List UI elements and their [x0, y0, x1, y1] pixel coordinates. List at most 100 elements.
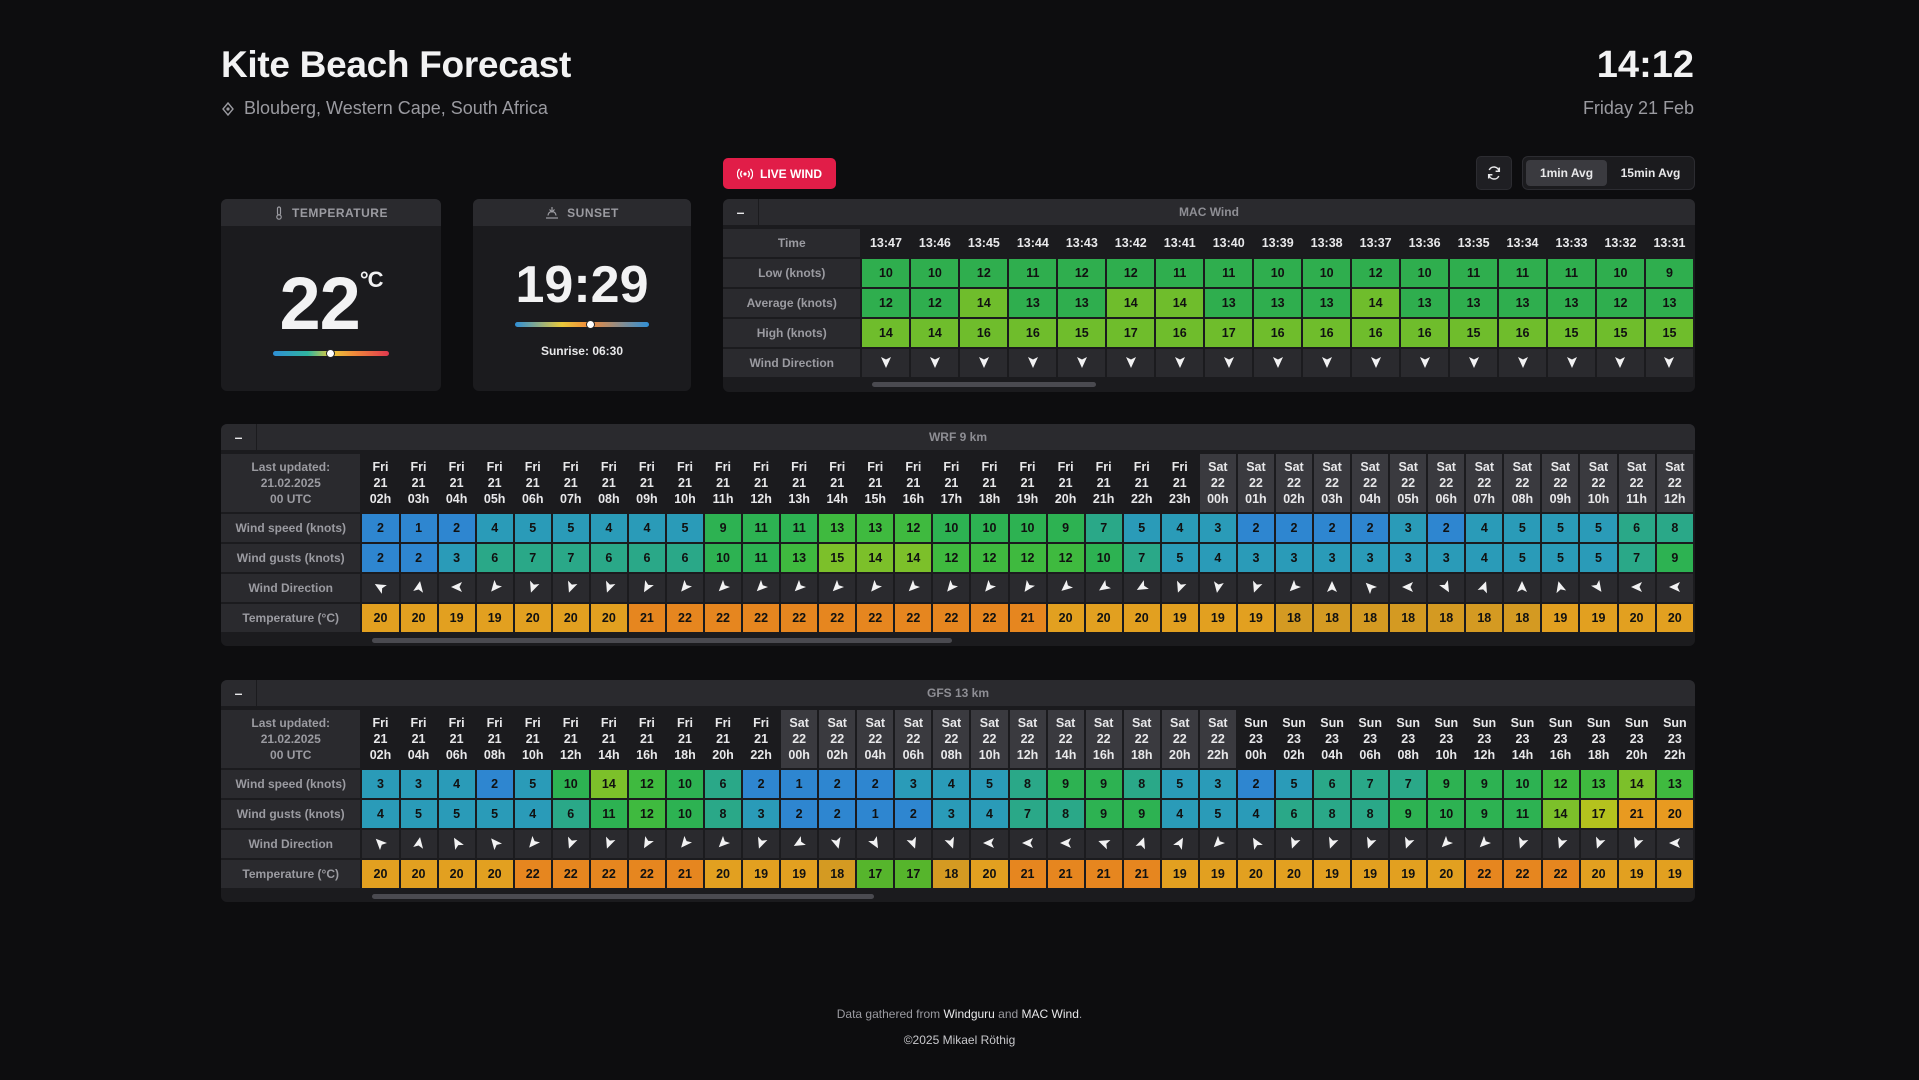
wind-arrow-icon — [1668, 837, 1680, 848]
temperature-cell: 19 — [781, 860, 818, 888]
wind-cell: 13 — [1401, 289, 1449, 317]
header-line: 22 — [830, 732, 845, 746]
table-row: Average (knots) 12 12 14 13 13 14 14 13 13 13 14 13 1… — [723, 289, 1693, 317]
header-line: 05h — [1397, 492, 1419, 506]
time-column-header: Sun 23 04h — [1314, 710, 1351, 768]
wind-arrow-icon — [1176, 580, 1187, 593]
gfs-table: Last updated: 21.02.2025 00 UTC Fri 21 02h Fri… — [221, 708, 1695, 890]
gusts-cell: 4 — [1466, 544, 1503, 572]
time-column-header: Sat 22 03h — [1314, 454, 1351, 512]
temperature-cell: 21 — [1009, 604, 1046, 632]
gfs-grid[interactable]: Last updated: 21.02.2025 00 UTC Fri 21 02h Fri… — [221, 708, 1695, 892]
time-column-header: Sat 22 20h — [1161, 710, 1198, 768]
wind-cell: 13 — [1499, 289, 1547, 317]
avg-15min-option[interactable]: 15min Avg — [1620, 166, 1681, 180]
table-row: Wind Direction — [221, 830, 1693, 858]
time-column-header: Sat 22 10h — [971, 710, 1008, 768]
speed-cell: 2 — [1237, 770, 1274, 798]
header-line: Fri — [676, 460, 693, 474]
header-line: 14h — [1511, 748, 1534, 762]
time-column-header: Fri 21 03h — [400, 454, 437, 512]
header-line: 17h — [940, 492, 963, 506]
gfs-scrollbar[interactable] — [372, 894, 874, 899]
header-line: 21 — [1134, 476, 1149, 490]
table-row: Wind Direction — [723, 349, 1693, 377]
gusts-cell: 10 — [1428, 800, 1465, 828]
mac-wind-grid[interactable]: Time 13:47 13:46 13:45 13:44 13:43 13:42 13:41 1… — [723, 227, 1695, 379]
refresh-button[interactable] — [1476, 156, 1512, 190]
wind-cell: 10 — [1254, 259, 1302, 287]
wind-arrow-icon — [983, 837, 995, 848]
speed-cell: 11 — [743, 514, 780, 542]
temperature-cell: 20 — [400, 860, 437, 888]
wind-arrow-icon — [1615, 356, 1626, 368]
wind-arrow-icon — [1419, 356, 1430, 368]
time-column-header: Fri 21 15h — [857, 454, 894, 512]
wind-arrow-icon — [450, 581, 462, 592]
gfs-header: GFS 13 km — [221, 680, 1695, 706]
time-cell: 13:40 — [1205, 229, 1253, 257]
wrf-scrollbar[interactable] — [372, 638, 952, 643]
gfs-collapse-button[interactable]: – — [221, 680, 257, 706]
gusts-cell: 2 — [362, 544, 399, 572]
time-cell: 13:44 — [1009, 229, 1057, 257]
header-line: 20h — [1169, 748, 1191, 762]
broadcast-icon — [737, 168, 753, 179]
header-line: 09h — [1549, 492, 1572, 506]
header-line: 21 — [639, 476, 654, 490]
gusts-cell: 4 — [1161, 800, 1198, 828]
wind-cell: 11 — [1548, 259, 1595, 287]
header-line: 06h — [521, 492, 544, 506]
speed-cell: 5 — [1542, 514, 1579, 542]
direction-cell — [1504, 830, 1541, 858]
time-cell: 13:34 — [1499, 229, 1547, 257]
header-line: Sat — [1665, 460, 1685, 474]
avg-1min-option[interactable]: 1min Avg — [1526, 160, 1607, 186]
gusts-cell: 6 — [628, 544, 665, 572]
speed-cell: 7 — [1390, 770, 1427, 798]
header-line: 02h — [369, 492, 392, 506]
time-column-header: Sat 22 02h — [819, 710, 856, 768]
gusts-cell: 9 — [1085, 800, 1122, 828]
wind-arrow-icon — [1223, 356, 1234, 368]
wind-cell: 12 — [960, 259, 1008, 287]
speed-cell: 11 — [781, 514, 818, 542]
wind-arrow-icon — [1556, 580, 1567, 593]
header-line: 16h — [1549, 748, 1572, 762]
wind-arrow-icon — [490, 579, 502, 592]
temperature-cell: 22 — [705, 604, 742, 632]
header-line: 10h — [1587, 492, 1610, 506]
daylight-gauge-marker — [586, 320, 596, 329]
live-wind-button[interactable]: LIVE WIND — [723, 158, 836, 189]
wind-cell: 16 — [1352, 319, 1400, 347]
mac-wind-scrollbar[interactable] — [872, 382, 1096, 387]
time-column-header: Sat 22 18h — [1123, 710, 1160, 768]
header-line: Fri — [600, 460, 617, 474]
header-line: 02h — [369, 748, 392, 762]
direction-cell — [933, 574, 970, 602]
wind-cell: 12 — [862, 289, 910, 317]
mac-wind-collapse-button[interactable]: – — [723, 199, 759, 225]
wind-cell: 14 — [911, 319, 959, 347]
wrf-collapse-button[interactable]: – — [221, 424, 257, 450]
header-line: Fri — [1133, 460, 1150, 474]
macwind-link[interactable]: MAC Wind — [1021, 1007, 1079, 1021]
table-row: Wind Direction — [221, 574, 1693, 602]
header-line: 22 — [1553, 476, 1568, 490]
wind-cell: 13 — [1205, 289, 1253, 317]
windguru-link[interactable]: Windguru — [943, 1007, 995, 1021]
header-line: Fri — [715, 460, 732, 474]
header-line: 23 — [1477, 732, 1492, 746]
wrf-grid[interactable]: Last updated: 21.02.2025 00 UTC Fri 21 02h Fri… — [221, 452, 1695, 636]
wind-arrow-icon — [756, 579, 769, 591]
gusts-cell: 3 — [1390, 544, 1427, 572]
time-column-header: Sat 22 10h — [1580, 454, 1617, 512]
header-line: 02h — [1283, 748, 1305, 762]
wrf-panel: WRF 9 km – Last updated: 21.02.2025 00 UTC… — [221, 424, 1695, 646]
speed-cell: 2 — [1352, 514, 1389, 542]
wind-cell: 15 — [1548, 319, 1595, 347]
wind-arrow-icon — [944, 836, 955, 849]
temperature-cell: 18 — [1352, 604, 1389, 632]
speed-cell: 2 — [1275, 514, 1313, 542]
footer-prefix: Data gathered from — [836, 1007, 944, 1021]
